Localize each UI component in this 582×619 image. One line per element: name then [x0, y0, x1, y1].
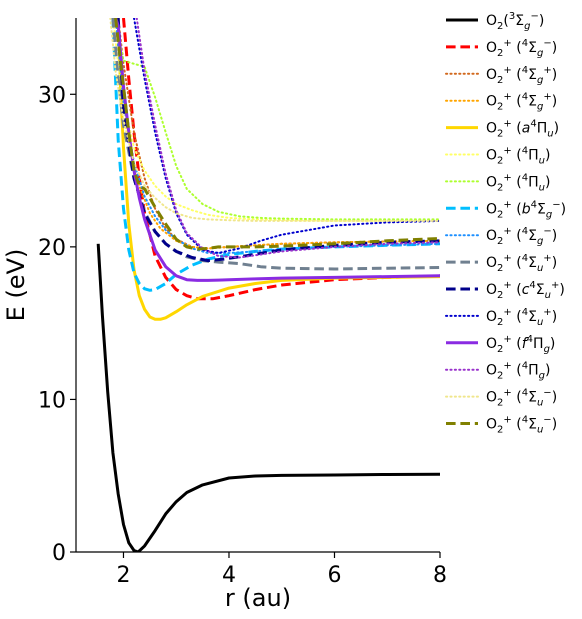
- series-line-4: [116, 18, 440, 321]
- legend-item: O2+ (4Πg): [445, 361, 550, 382]
- legend-label: O2+ (b4Σg−): [486, 199, 566, 220]
- x-tick-label-3: 8: [433, 563, 447, 588]
- series-line-11: [133, 18, 440, 254]
- legend-label: O2+ (4Σu−): [486, 388, 557, 409]
- legend-label: O2(3Σg−): [486, 11, 544, 32]
- legend-item: O2+ (4Σu−): [445, 388, 557, 409]
- x-axis-title: r (au): [225, 584, 291, 612]
- legend-item: O2+ (4Σu+): [445, 307, 557, 328]
- legend-item: O2+ (4Σg+): [445, 65, 557, 86]
- legend-item: O2(3Σg−): [446, 11, 544, 32]
- legend-item: O2+ (a4Πu): [446, 119, 559, 140]
- legend-label: O2+ (4Σu+): [486, 307, 557, 328]
- series-line-5: [111, 18, 440, 222]
- series-line-0: [96, 243, 440, 552]
- legend-item: O2+ (4Πu): [445, 146, 550, 167]
- legend-item: O2+ (4Σu+): [446, 253, 557, 274]
- series-line-9: [111, 18, 440, 271]
- series-layer: [96, 18, 440, 552]
- legend-label: O2+ (4Πu): [486, 146, 550, 167]
- y-axis-title: E (eV): [2, 249, 30, 322]
- x-tick-label-0: 2: [116, 563, 130, 588]
- legend-item: O2+ (4Σg−): [446, 38, 557, 59]
- legend-label: O2+ (f4Πg): [486, 334, 555, 355]
- series-line-6: [114, 18, 440, 221]
- legend-label: O2+ (4Πu): [486, 172, 550, 193]
- legend-item: O2+ (4Σu−): [446, 415, 557, 436]
- legend-label: O2+ (4Πg): [486, 361, 550, 382]
- ticks: 2 4 6 8 0 10 20 30: [38, 83, 447, 588]
- y-tick-label-0: 0: [52, 541, 66, 566]
- legend-item: O2+ (4Πu): [445, 172, 550, 193]
- legend-label: O2+ (4Σu+): [486, 253, 557, 274]
- y-tick-label-1: 10: [38, 388, 66, 413]
- x-tick-label-2: 6: [327, 563, 341, 588]
- legend-item: O2+ (4Σg+): [445, 92, 557, 113]
- legend-item: O2+ (c4Σu+): [446, 280, 565, 301]
- y-tick-label-3: 30: [38, 83, 66, 108]
- series-line-2: [117, 18, 440, 250]
- series-line-3: [114, 18, 440, 250]
- legend-label: O2+ (a4Πu): [486, 119, 559, 140]
- legend-item: O2+ (f4Πg): [446, 334, 555, 355]
- legend-label: O2+ (c4Σu+): [486, 280, 565, 301]
- legend: O2(3Σg−) O2+ (4Σg−) O2+ (4Σg+) O2+ (4Σg+) O2…: [445, 11, 566, 436]
- x-tick-label-1: 4: [222, 563, 236, 588]
- legend-label: O2+ (4Σu−): [486, 415, 557, 436]
- legend-label: O2+ (4Σg+): [486, 92, 557, 113]
- legend-label: O2+ (4Σg−): [486, 38, 557, 59]
- legend-label: O2+ (4Σg+): [486, 65, 557, 86]
- y-tick-label-2: 20: [38, 236, 66, 261]
- series-line-13: [135, 18, 440, 259]
- axes: [75, 18, 440, 553]
- legend-item: O2+ (4Σg−): [445, 226, 557, 247]
- legend-label: O2+ (4Σg−): [486, 226, 557, 247]
- series-line-1: [122, 18, 440, 301]
- series-line-15: [114, 18, 440, 251]
- legend-item: O2+ (b4Σg−): [446, 199, 566, 220]
